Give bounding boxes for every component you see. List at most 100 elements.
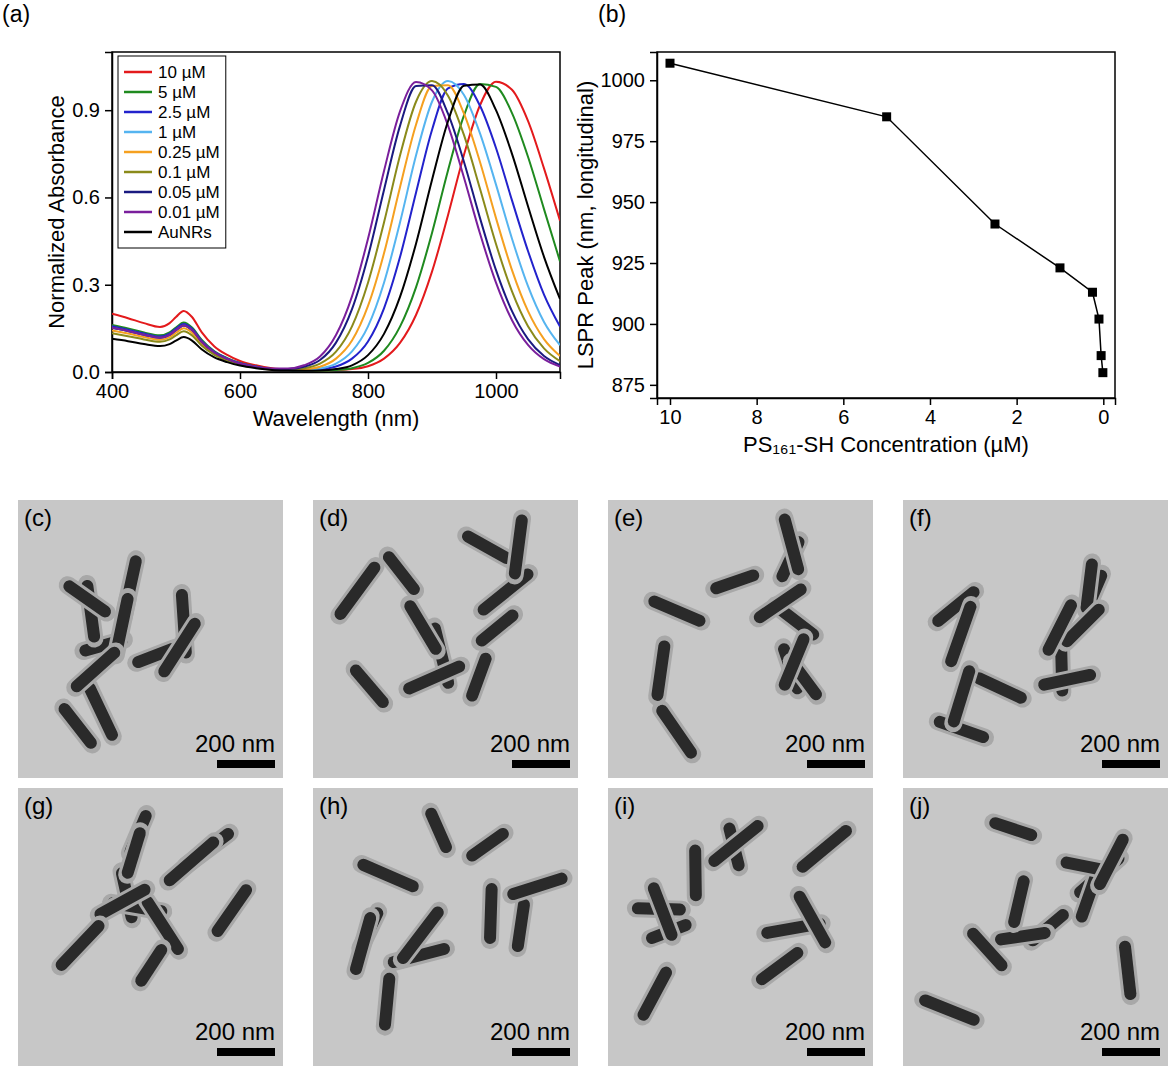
image-panel: (e)200 nm: [608, 500, 873, 778]
x-tick: 2: [1012, 398, 1023, 428]
legend-swatch: [124, 131, 152, 134]
image-background: [608, 500, 873, 778]
nanorod-shell: [686, 839, 705, 906]
data-marker: [1098, 368, 1107, 377]
nanorod: [460, 645, 498, 709]
scale-bar: [217, 1048, 275, 1056]
data-line: [112, 82, 560, 369]
nanorod-core: [689, 844, 702, 901]
nanorod-shell: [397, 592, 449, 663]
nanorod-shell: [458, 820, 517, 869]
image-label: (f): [909, 504, 932, 531]
image-background: [608, 788, 873, 1066]
image-background: [903, 788, 1168, 1066]
chart-panel: 40060080010000.00.30.60.9Wavelength (nm)…: [2, 1, 561, 431]
plot-area: [665, 59, 1107, 377]
nanorod-shell: [1035, 591, 1083, 663]
y-tick-mark: [650, 385, 657, 387]
data-marker: [1094, 315, 1103, 324]
nanorod-core: [332, 559, 383, 622]
y-tick-mark: [105, 372, 112, 374]
nanorod-shell: [155, 829, 227, 895]
data-line: [670, 63, 1103, 372]
nanorod-shell: [641, 875, 683, 948]
image-label: (i): [614, 792, 635, 819]
nanorod: [155, 829, 227, 895]
x-tick-label: 800: [352, 380, 385, 402]
nanorod: [1032, 664, 1103, 696]
nanorod: [982, 811, 1044, 847]
nanorod: [786, 883, 838, 957]
image-panel: (g)200 nm: [18, 788, 283, 1066]
data-marker: [1055, 263, 1064, 272]
data-marker: [665, 59, 674, 68]
y-tick: 950: [612, 191, 657, 213]
nanorod: [700, 812, 772, 875]
x-tick-label: 600: [224, 380, 257, 402]
nanorod-core: [994, 926, 1051, 946]
y-tick-mark: [105, 284, 112, 286]
nanorod: [748, 939, 812, 993]
nanorod: [395, 654, 472, 701]
figure: 40060080010000.00.30.60.9Wavelength (nm)…: [0, 0, 1174, 1072]
nanorod-shell: [419, 800, 459, 861]
y-tick-label: 950: [612, 191, 645, 213]
nanorod-core: [506, 871, 569, 902]
legend-label: 1 µM: [158, 123, 196, 142]
nanorod-core: [1007, 874, 1031, 929]
x-tick-mark: [670, 398, 672, 405]
scale-bar: [512, 760, 570, 768]
image-background: [903, 500, 1168, 778]
legend-swatch: [124, 171, 152, 174]
scale-bar: [1102, 760, 1160, 768]
x-tick-mark: [496, 372, 498, 379]
nanorod: [630, 959, 679, 1029]
nanorod: [350, 852, 427, 899]
nanorod-core: [460, 528, 515, 566]
y-tick: 975: [612, 130, 657, 152]
y-tick-label: 0.6: [72, 186, 100, 208]
x-tick-label: 10: [659, 406, 681, 428]
nanorod-core: [484, 883, 498, 944]
nanorod: [1035, 591, 1083, 663]
legend-label: 2.5 µM: [158, 103, 210, 122]
nanorod: [327, 553, 388, 628]
x-axis-line: [113, 373, 561, 380]
nanorod-core: [511, 898, 531, 953]
nanorod-shell: [151, 610, 208, 686]
nanorod-core: [402, 598, 444, 657]
data-line: [112, 81, 560, 370]
x-tick-mark: [368, 372, 370, 379]
legend-label: 0.25 µM: [158, 143, 220, 162]
nanorod: [344, 905, 382, 982]
x-tick-label: 6: [838, 406, 849, 428]
data-marker: [1088, 288, 1097, 297]
scale-bar: [512, 1048, 570, 1056]
nanorod: [48, 912, 113, 979]
nanorod-core: [1118, 940, 1137, 1001]
nanorod: [641, 875, 683, 948]
nanorod-core: [464, 826, 511, 864]
nanorod-shell: [116, 820, 152, 886]
nanorod: [151, 610, 208, 686]
image-label: (e): [614, 504, 643, 531]
nanorod-shell: [649, 697, 705, 767]
nanorod: [397, 592, 449, 663]
scale-bar: [1102, 1048, 1160, 1056]
nanorod-shell: [505, 508, 533, 585]
nanorod-core: [635, 965, 674, 1023]
nanorod-core: [161, 834, 221, 889]
y-tick-label: 0.9: [72, 99, 100, 121]
data-line: [112, 81, 560, 370]
plot-area: [112, 81, 560, 371]
nanorod-shell: [468, 602, 527, 655]
nanorod-core: [706, 818, 766, 870]
nanorod: [375, 543, 428, 603]
nanorod: [375, 967, 399, 1036]
y-tick-mark: [650, 141, 657, 143]
plot-frame: [657, 52, 1115, 398]
nanorod-shell: [481, 878, 501, 950]
data-marker: [990, 220, 999, 229]
nanorod: [912, 988, 988, 1032]
x-tick-mark: [930, 398, 932, 405]
